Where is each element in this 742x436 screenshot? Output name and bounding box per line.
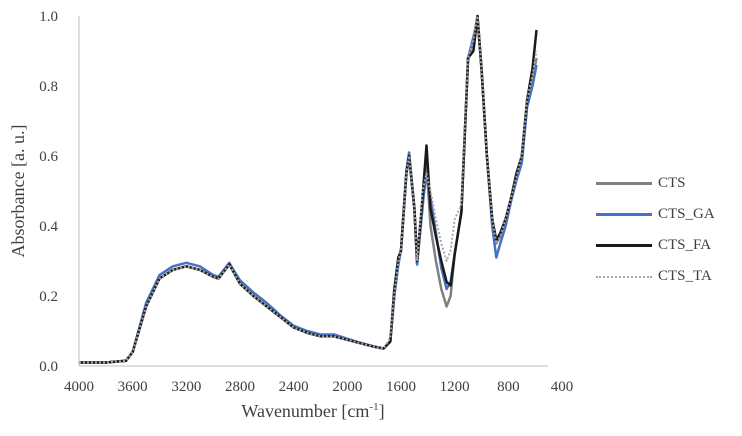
- series-line-cts-ta: [79, 15, 538, 364]
- legend-item-cts-ta: CTS_TA: [596, 261, 715, 292]
- y-tick-label: 1.0: [39, 9, 58, 25]
- legend-label: CTS: [658, 175, 686, 191]
- y-tick-label: 0.8: [39, 79, 58, 95]
- legend-item-cts: CTS: [596, 168, 715, 199]
- x-tick-labels: 4000 3600 3200 2800 2400 2000 1600 1200 800 400: [64, 379, 573, 395]
- legend-swatch-cts-ga: [596, 213, 652, 216]
- legend-swatch-cts: [596, 182, 652, 185]
- legend-item-cts-fa: CTS_FA: [596, 230, 715, 261]
- y-tick-label: 0.2: [39, 289, 58, 305]
- x-tick-label: 3200: [171, 379, 201, 395]
- x-tick-label: 1600: [386, 379, 416, 395]
- y-tick-label: 0.6: [39, 149, 58, 165]
- y-tick-label: 0.0: [39, 359, 58, 375]
- x-tick-label: 1200: [440, 379, 470, 395]
- legend-label: CTS_TA: [658, 268, 712, 284]
- x-tick-label: 2400: [279, 379, 309, 395]
- legend-swatch-cts-ta: [596, 275, 652, 278]
- x-tick-label: 2000: [332, 379, 362, 395]
- y-axis-title: Absorbance [a. u.]: [8, 125, 28, 258]
- y-tick-label: 0.4: [39, 219, 58, 235]
- x-axis-title: Wavenumber [cm-1]: [241, 401, 384, 421]
- plot-area: [79, 14, 538, 364]
- x-tick-label: 2800: [225, 379, 255, 395]
- x-tick-label: 4000: [64, 379, 94, 395]
- legend-label: CTS_FA: [658, 237, 712, 253]
- legend-label: CTS_GA: [658, 206, 715, 222]
- series-line-cts-fa: [79, 14, 538, 364]
- x-tick-label: 800: [497, 379, 520, 395]
- legend: CTS CTS_GA CTS_FA CTS_TA: [596, 168, 715, 292]
- x-tick-label: 3600: [118, 379, 148, 395]
- legend-swatch-cts-fa: [596, 244, 652, 247]
- legend-item-cts-ga: CTS_GA: [596, 199, 715, 230]
- y-tick-labels: 0.0 0.2 0.4 0.6 0.8 1.0: [39, 9, 58, 375]
- x-tick-label: 400: [551, 379, 574, 395]
